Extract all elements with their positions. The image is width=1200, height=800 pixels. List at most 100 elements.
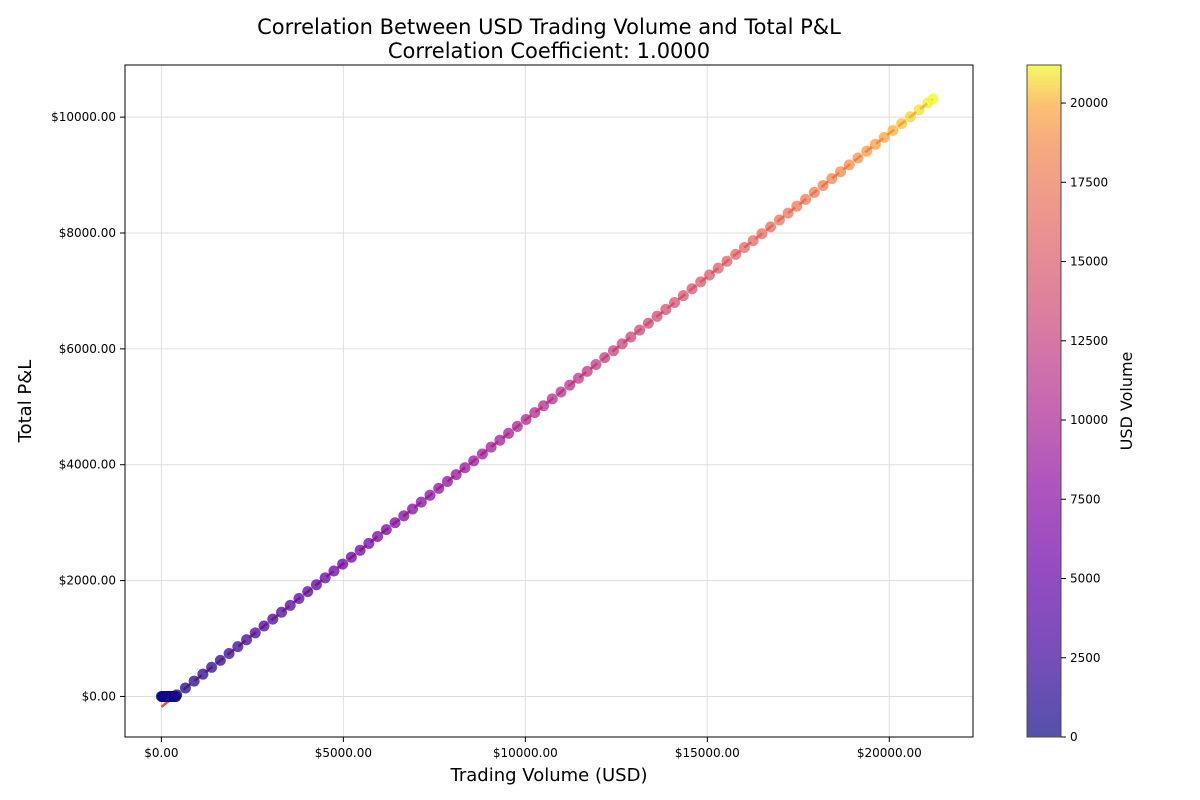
data-point: [756, 228, 768, 240]
data-point: [241, 634, 253, 646]
data-point: [284, 599, 296, 611]
data-point: [808, 186, 820, 198]
data-point: [267, 613, 279, 625]
colorbar-tick-label: 5000: [1070, 572, 1101, 586]
data-point: [494, 434, 506, 446]
data-point: [275, 606, 287, 618]
data-point: [721, 255, 733, 267]
data-point: [459, 462, 471, 474]
y-axis-ticks: $0.00 $2000.00 $4000.00 $6000.00 $8000.00 $10…: [51, 110, 125, 703]
data-point: [695, 276, 707, 288]
data-point: [206, 661, 218, 673]
data-point: [441, 475, 453, 487]
data-point: [572, 372, 584, 384]
data-point: [380, 524, 392, 536]
data-point: [730, 248, 742, 260]
data-point: [887, 124, 899, 136]
data-point: [791, 200, 803, 212]
data-point: [599, 352, 611, 364]
colorbar-tick-label: 2500: [1070, 651, 1101, 665]
data-point: [843, 159, 855, 171]
data-point: [852, 152, 864, 164]
y-tick-label: $6000.00: [59, 342, 116, 356]
data-point: [747, 235, 759, 247]
x-tick-label: $0.00: [144, 746, 178, 760]
y-tick-label: $4000.00: [59, 458, 116, 472]
data-point: [363, 537, 375, 549]
y-tick-label: $10000.00: [51, 110, 116, 124]
data-points: [155, 93, 939, 702]
data-point: [424, 489, 436, 501]
data-point: [485, 441, 497, 453]
data-point: [625, 331, 637, 343]
data-point: [904, 111, 916, 123]
data-point: [660, 303, 672, 315]
colorbar-tick-label: 17500: [1070, 175, 1108, 189]
data-point: [310, 579, 322, 591]
data-point: [433, 482, 445, 494]
data-point: [337, 558, 349, 570]
data-point: [354, 544, 366, 556]
x-axis-ticks: $0.00 $5000.00 $10000.00 $15000.00 $20000.00: [144, 737, 922, 760]
data-point: [293, 592, 305, 604]
colorbar-tick-label: 15000: [1070, 255, 1108, 269]
x-tick-label: $15000.00: [675, 746, 740, 760]
data-point: [817, 180, 829, 192]
chart-title-line1: Correlation Between USD Trading Volume a…: [257, 15, 841, 39]
data-point: [503, 427, 515, 439]
colorbar-ticks: 0 2500 5000 7500 10000 12500 15000 17500 20000: [1061, 96, 1108, 744]
data-point: [179, 682, 191, 694]
data-point: [398, 510, 410, 522]
data-point: [800, 193, 812, 205]
data-point: [896, 118, 908, 130]
data-point: [642, 317, 654, 329]
data-point: [651, 310, 663, 322]
colorbar-tick-label: 12500: [1070, 334, 1108, 348]
plot-area-frame: [124, 64, 974, 738]
data-point: [468, 455, 480, 467]
data-point: [328, 565, 340, 577]
data-point: [232, 641, 244, 653]
data-point: [302, 586, 314, 598]
x-tick-label: $10000.00: [493, 746, 558, 760]
data-point: [782, 207, 794, 219]
x-tick-label: $5000.00: [315, 746, 372, 760]
y-axis-label: Total P&L: [15, 360, 36, 444]
data-point: [529, 407, 541, 419]
data-point: [581, 365, 593, 377]
data-point: [188, 675, 200, 687]
data-point: [765, 221, 777, 233]
data-point: [389, 517, 401, 529]
y-tick-label: $0.00: [82, 689, 116, 703]
data-point: [520, 414, 532, 426]
data-point: [214, 654, 226, 666]
data-point: [686, 283, 698, 295]
y-tick-label: $2000.00: [59, 574, 116, 588]
data-point: [861, 145, 873, 157]
chart-title-line2: Correlation Coefficient: 1.0000: [388, 39, 710, 63]
data-point: [878, 131, 890, 143]
data-point: [869, 138, 881, 150]
y-tick-label: $8000.00: [59, 226, 116, 240]
data-point: [835, 166, 847, 178]
colorbar-tick-label: 10000: [1070, 413, 1108, 427]
data-point: [564, 379, 576, 391]
data-point: [913, 104, 925, 116]
data-point: [223, 648, 235, 660]
data-point: [738, 241, 750, 253]
colorbar-tick-label: 7500: [1070, 492, 1101, 506]
data-point: [590, 358, 602, 370]
data-point: [415, 496, 427, 508]
data-point: [669, 297, 681, 309]
data-point: [927, 93, 939, 105]
data-point: [607, 345, 619, 357]
grid-lines: [125, 65, 973, 737]
data-point: [712, 262, 724, 274]
data-point: [171, 689, 183, 701]
data-point: [555, 386, 567, 398]
colorbar: [1026, 64, 1062, 738]
data-point: [319, 572, 331, 584]
data-point: [616, 338, 628, 350]
data-point: [197, 668, 209, 680]
